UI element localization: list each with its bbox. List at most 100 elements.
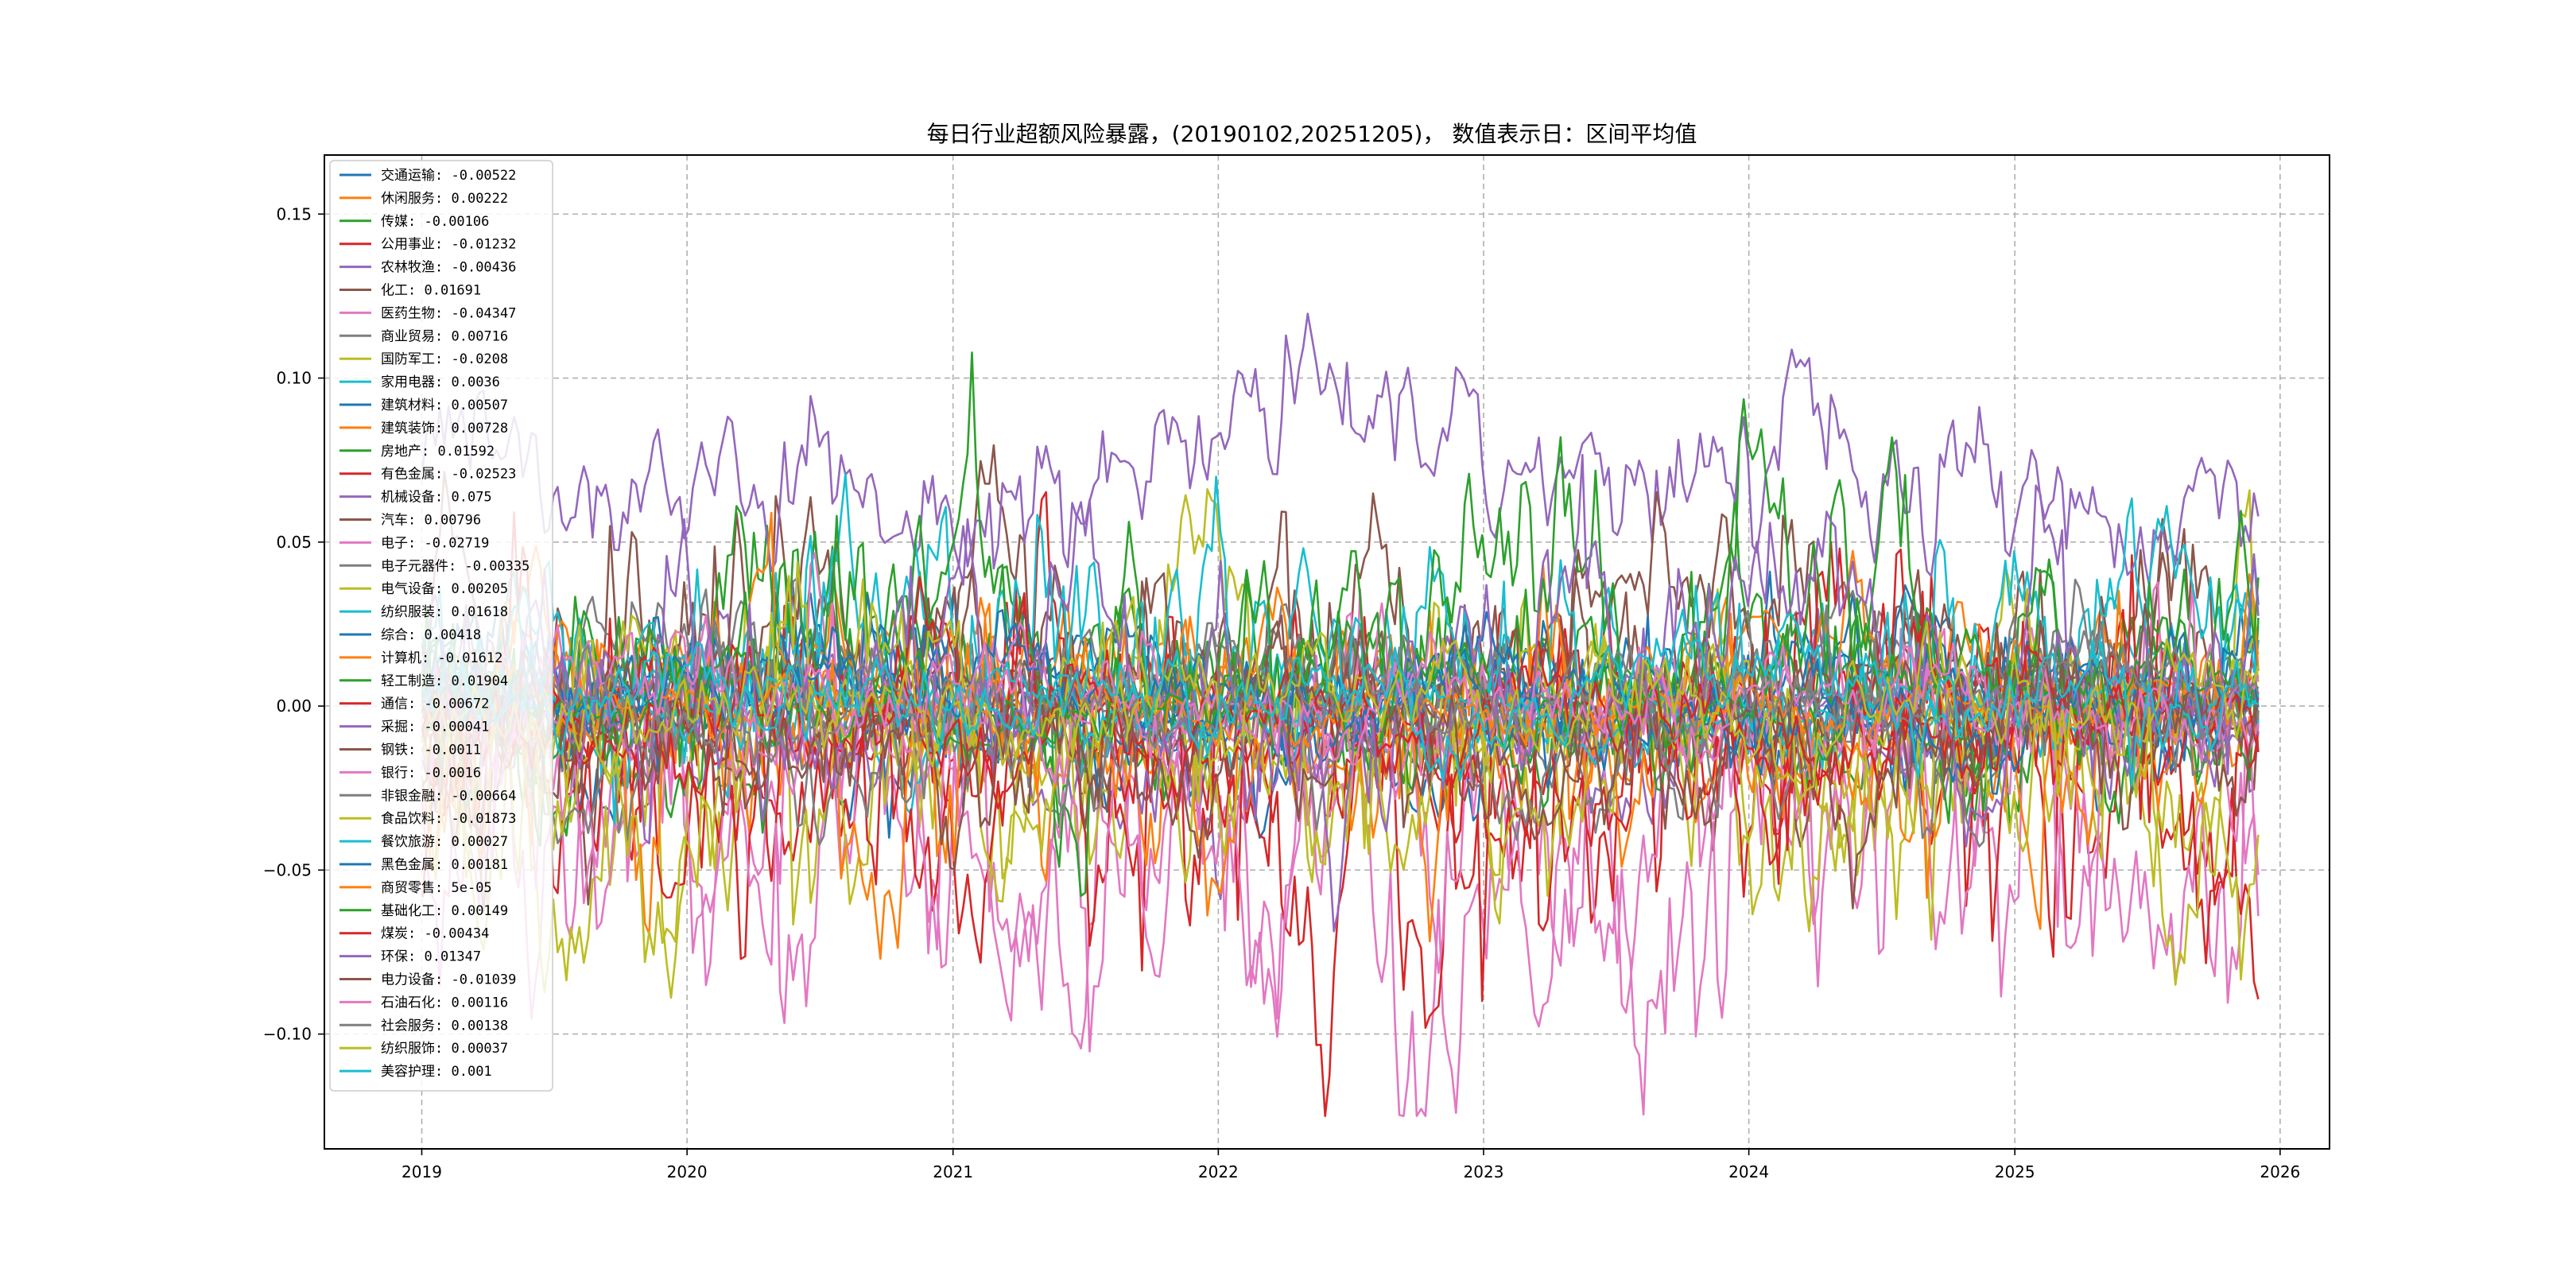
legend-entry: 农林牧渔: -0.00436 [381, 260, 516, 276]
legend-separator: : [435, 260, 451, 276]
legend-series-name: 轻工制造 [381, 673, 435, 689]
legend-entry: 计算机: -0.01612 [381, 650, 502, 666]
legend-entry: 商业贸易: 0.00716 [381, 328, 508, 344]
legend-entry: 交通运输: -0.00522 [381, 168, 516, 184]
legend-separator: : [435, 995, 451, 1011]
legend-series-name: 房地产 [381, 444, 421, 460]
legend-separator: : [435, 903, 451, 919]
legend-entry: 煤炭: -0.00434 [381, 926, 489, 942]
series-line [421, 351, 2260, 898]
legend-series-mean: -0.0208 [451, 351, 508, 367]
legend-entry: 轻工制造: 0.01904 [381, 673, 508, 689]
legend-series-name: 餐饮旅游 [381, 834, 435, 850]
legend-series-mean: 0.00728 [451, 421, 508, 436]
legend-entry: 石油石化: 0.00116 [381, 995, 508, 1011]
legend-series-name: 综合 [381, 627, 408, 643]
legend-entry: 房地产: 0.01592 [381, 444, 495, 460]
legend-series-name: 机械设备 [381, 490, 435, 506]
legend-separator: : [435, 305, 451, 321]
legend-series-name: 石油石化 [381, 995, 435, 1011]
legend-entry: 家用电器: 0.0036 [381, 374, 500, 390]
legend-entry: 电子: -0.02719 [381, 535, 489, 551]
legend-separator: : [435, 604, 451, 620]
legend-separator: : [435, 351, 451, 367]
legend-series-mean: -0.00434 [424, 926, 489, 942]
legend-entry: 基础化工: 0.00149 [381, 903, 508, 919]
legend-entry: 餐饮旅游: 0.00027 [381, 834, 508, 850]
legend-separator: : [408, 720, 424, 735]
legend-series-name: 银行 [381, 765, 408, 781]
legend-series-mean: -0.00041 [424, 720, 489, 735]
legend-series-name: 食品饮料 [381, 811, 435, 827]
legend-entry: 钢铁: -0.0011 [381, 743, 481, 758]
legend-series-name: 交通运输 [381, 168, 435, 184]
legend-separator: : [435, 811, 451, 827]
legend-series-mean: 0.00027 [451, 834, 508, 850]
legend-series-mean: -0.02523 [451, 467, 516, 483]
legend-separator: : [408, 926, 424, 942]
legend-series-name: 公用事业 [381, 237, 435, 253]
legend-separator: : [408, 627, 424, 643]
legend-entry: 医药生物: -0.04347 [381, 305, 516, 321]
legend-separator: : [435, 398, 451, 413]
series-line [421, 608, 2260, 787]
legend-separator: : [448, 558, 464, 574]
legend-entry: 纺织服装: 0.01618 [381, 604, 508, 620]
legend-series-mean: 0.00418 [424, 627, 481, 643]
legend-separator: : [435, 191, 451, 207]
legend-separator: : [408, 743, 424, 758]
legend-series-mean: 0.0036 [451, 374, 499, 390]
legend-series-mean: 0.00205 [451, 581, 508, 597]
legend-entry: 建筑装饰: 0.00728 [381, 421, 508, 436]
legend-series-name: 建筑装饰 [381, 421, 435, 436]
legend-series-name: 有色金属 [381, 467, 435, 483]
legend-series-name: 汽车 [381, 513, 408, 529]
legend-series-mean: -0.00106 [424, 214, 489, 230]
legend-entry: 非银金融: -0.00664 [381, 788, 516, 804]
legend-series-mean: 0.01592 [437, 444, 495, 460]
legend-series-mean: 0.01691 [424, 283, 481, 299]
legend-entry: 建筑材料: 0.00507 [381, 398, 508, 413]
legend-series-mean: 0.00116 [451, 995, 508, 1011]
legend-entry: 化工: 0.01691 [381, 283, 481, 299]
legend-entry: 电气设备: 0.00205 [381, 581, 508, 597]
legend-series-mean: -0.01039 [451, 972, 516, 988]
legend-series-mean: -0.00664 [451, 788, 516, 804]
y-tick-label: 0.00 [276, 696, 312, 716]
legend-separator: : [435, 490, 451, 506]
legend-separator: : [435, 857, 451, 873]
legend-series-name: 电子 [381, 535, 408, 551]
legend-series-mean: 0.00037 [451, 1041, 508, 1057]
series-line [421, 511, 2260, 960]
legend-series-mean: 0.00507 [451, 398, 508, 413]
legend-series-name: 电力设备 [381, 972, 435, 988]
legend-series-mean: 0.00138 [451, 1018, 508, 1034]
legend-separator: : [435, 1064, 451, 1080]
legend-series-name: 黑色金属 [381, 857, 435, 873]
x-tick-label: 2021 [933, 1162, 973, 1181]
legend-series-name: 农林牧渔 [381, 260, 435, 276]
legend-series-mean: -0.00436 [451, 260, 516, 276]
legend-series-name: 休闲服务 [381, 191, 435, 207]
legend-series-name: 商业贸易 [381, 328, 435, 344]
legend-series-name: 化工 [381, 283, 408, 299]
legend-entry: 休闲服务: 0.00222 [381, 191, 508, 207]
legend-series-name: 电子元器件 [381, 558, 448, 574]
legend-series-name: 基础化工 [381, 903, 435, 919]
series-lines [421, 312, 2260, 1117]
series-line [421, 312, 2260, 588]
legend-entry: 公用事业: -0.01232 [381, 237, 516, 253]
legend-entry: 食品饮料: -0.01873 [381, 811, 516, 827]
legend-series-mean: -0.04347 [451, 305, 516, 321]
legend-series-name: 纺织服饰 [381, 1041, 435, 1057]
legend-series-name: 纺织服装 [381, 604, 435, 620]
legend-separator: : [435, 834, 451, 850]
x-tick-label: 2019 [402, 1162, 442, 1181]
legend-entry: 黑色金属: 0.00181 [381, 857, 508, 873]
legend-separator: : [435, 880, 451, 896]
x-tick-label: 2023 [1464, 1162, 1504, 1181]
legend-series-name: 国防军工 [381, 351, 435, 367]
x-tick-label: 2026 [2260, 1162, 2300, 1181]
